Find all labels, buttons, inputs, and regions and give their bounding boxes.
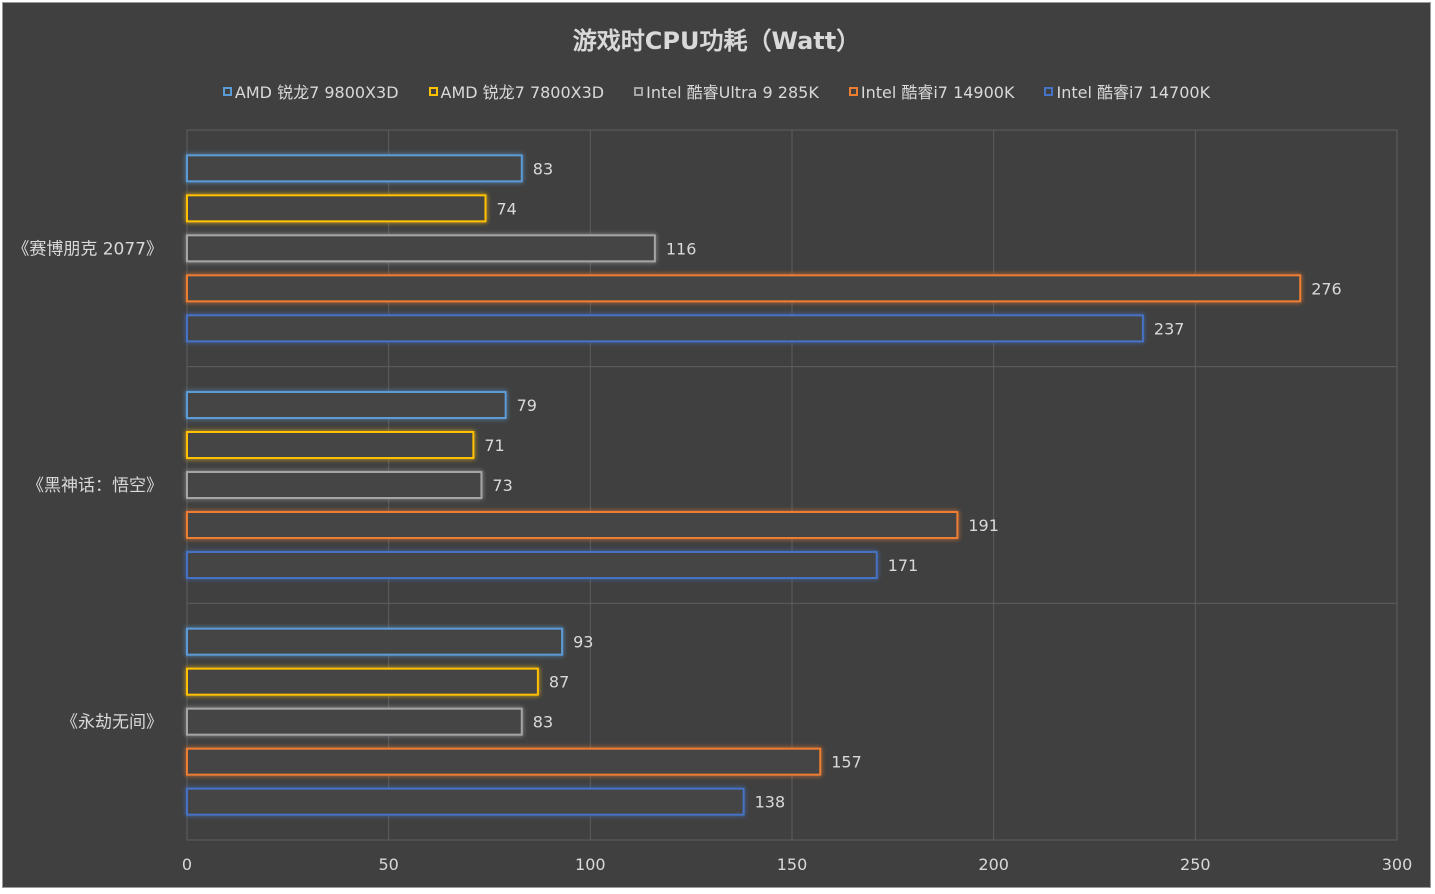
- x-tick-label: 200: [978, 855, 1009, 874]
- category-label: 《赛博朋克 2077》: [12, 238, 163, 259]
- bar: [186, 431, 475, 459]
- data-label: 93: [573, 633, 593, 652]
- legend-label: Intel 酷睿i7 14900K: [860, 83, 1015, 102]
- legend-swatch: [1044, 86, 1054, 96]
- bar: [186, 747, 822, 776]
- bar: [186, 627, 564, 656]
- category-label: 《永劫无间》: [61, 713, 163, 733]
- legend-label: AMD 锐龙7 7800X3D: [440, 83, 605, 102]
- bar: [186, 667, 539, 696]
- chart-title: 游戏时CPU功耗（Watt）: [572, 27, 861, 55]
- data-label: 73: [492, 476, 512, 495]
- legend-label: AMD 锐龙7 9800X3D: [234, 83, 399, 102]
- legend-label: Intel 酷睿Ultra 9 285K: [646, 83, 819, 102]
- data-label: 171: [888, 556, 919, 575]
- bar: [186, 274, 1302, 303]
- x-tick-label: 50: [378, 855, 398, 874]
- bar: [186, 234, 656, 263]
- legend-item: AMD 锐龙7 9800X3D: [222, 79, 399, 103]
- x-tick-label: 100: [575, 855, 606, 874]
- legend-swatch: [428, 86, 438, 96]
- bar: [186, 154, 523, 183]
- bar: [186, 787, 745, 816]
- legend-item: Intel 酷睿i7 14900K: [848, 79, 1015, 103]
- category-label: 《黑神话：悟空》: [27, 476, 163, 496]
- bar: [186, 707, 523, 736]
- bar: [186, 551, 878, 579]
- legend-item: AMD 锐龙7 7800X3D: [428, 79, 605, 103]
- data-label: 276: [1311, 279, 1342, 298]
- data-label: 191: [968, 516, 999, 535]
- data-label: 237: [1154, 319, 1185, 338]
- data-label: 83: [533, 159, 553, 178]
- data-label: 87: [549, 673, 569, 692]
- legend-label: Intel 酷睿i7 14700K: [1056, 83, 1211, 102]
- bar: [186, 314, 1144, 343]
- data-label: 74: [496, 199, 516, 218]
- bar: [186, 511, 959, 539]
- bar: [186, 194, 487, 223]
- data-label: 71: [484, 436, 504, 455]
- data-label: 157: [831, 753, 862, 772]
- data-label: 79: [517, 396, 537, 415]
- data-label: 138: [755, 793, 786, 812]
- x-tick-label: 0: [182, 855, 192, 874]
- legend-swatch: [634, 86, 644, 96]
- legend-item: Intel 酷睿i7 14700K: [1044, 79, 1210, 103]
- data-label: 83: [533, 713, 553, 732]
- x-tick-label: 300: [1382, 855, 1413, 874]
- chart-legend: AMD 锐龙7 9800X3D AMD 锐龙7 7800X3D Intel 酷睿Ul…: [3, 79, 1430, 103]
- legend-swatch: [222, 86, 232, 96]
- legend-item: Intel 酷睿Ultra 9 285K: [634, 79, 819, 103]
- bar: [186, 471, 483, 499]
- legend-swatch: [848, 86, 858, 96]
- x-tick-label: 250: [1180, 855, 1211, 874]
- x-tick-label: 150: [777, 855, 808, 874]
- bar: [186, 391, 507, 419]
- data-label: 116: [666, 239, 697, 258]
